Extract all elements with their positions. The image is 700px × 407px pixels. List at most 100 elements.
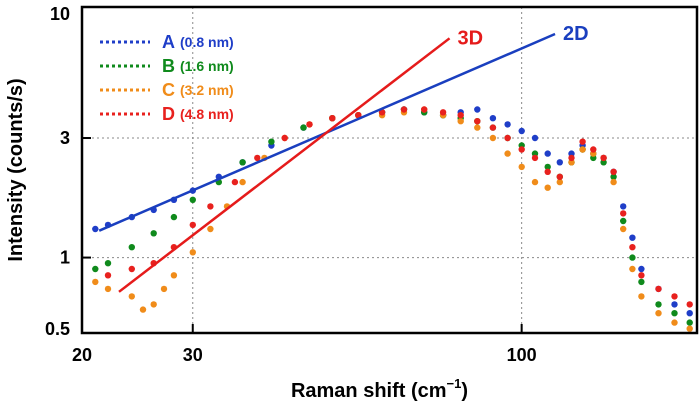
data-point <box>421 106 428 113</box>
data-point <box>655 310 662 317</box>
y-tick-label: 1 <box>60 248 70 268</box>
legend-letter: C <box>162 80 175 100</box>
data-point <box>629 234 636 241</box>
data-point <box>189 249 196 256</box>
data-point <box>629 265 636 273</box>
data-point <box>504 134 511 142</box>
data-point <box>306 121 313 128</box>
data-point <box>474 118 481 125</box>
data-point <box>531 134 539 142</box>
data-point <box>474 124 481 131</box>
legend-size: (3.2 nm) <box>180 82 234 98</box>
data-point <box>590 146 597 153</box>
data-point <box>139 306 147 313</box>
legend-letter: A <box>162 32 175 52</box>
data-point <box>268 138 275 145</box>
legend: A (0.8 nm) B (1.6 nm) C (3.2 nm) D (4.8 nm) <box>100 32 234 124</box>
data-point <box>544 168 551 175</box>
data-point <box>128 265 135 273</box>
data-point <box>686 319 693 326</box>
x-axis-title: Raman shift (cm−1) <box>291 376 468 402</box>
legend-letter: D <box>162 104 175 124</box>
data-point <box>600 154 607 162</box>
data-point <box>518 127 525 135</box>
data-point <box>579 138 586 145</box>
legend-size: (4.8 nm) <box>180 106 234 122</box>
data-point <box>629 254 636 261</box>
fit-line-3d <box>118 37 451 293</box>
data-point <box>400 106 408 113</box>
data-point <box>568 159 575 166</box>
data-point <box>544 163 551 171</box>
data-point <box>239 159 246 166</box>
data-point <box>544 184 551 191</box>
data-point <box>355 112 362 119</box>
data-points <box>92 106 693 332</box>
fit-label-3d: 3D <box>458 27 484 49</box>
data-point <box>620 203 627 210</box>
data-point <box>531 154 539 162</box>
data-point <box>128 293 135 300</box>
legend-letter: B <box>162 56 175 76</box>
data-point <box>457 118 464 125</box>
axis-ticks: 20 30 100 0.5 1 3 10 <box>45 4 537 365</box>
data-point <box>92 225 99 233</box>
grid-lines <box>82 7 697 333</box>
data-point <box>671 319 678 326</box>
data-point <box>610 168 617 175</box>
data-point <box>128 244 135 251</box>
data-point <box>239 178 246 186</box>
data-point <box>92 278 99 286</box>
data-point <box>655 301 662 308</box>
series-c <box>92 106 693 332</box>
data-point <box>610 178 617 186</box>
series-b <box>92 106 693 326</box>
data-point <box>489 134 497 142</box>
data-point <box>189 196 196 203</box>
legend-entry-a: A (0.8 nm) <box>100 32 234 52</box>
y-axis-title: Intensity (counts/s) <box>5 78 27 261</box>
data-point <box>686 310 693 317</box>
data-point <box>518 146 525 153</box>
data-point <box>104 285 112 293</box>
data-point <box>231 178 239 186</box>
data-point <box>439 109 447 116</box>
data-point <box>568 154 575 162</box>
data-point <box>556 159 563 166</box>
data-point <box>638 265 645 273</box>
fit-lines: 2D 3D <box>98 23 589 293</box>
data-point <box>189 221 196 229</box>
data-point <box>531 178 539 186</box>
data-point <box>629 244 636 251</box>
data-point <box>620 225 627 233</box>
data-point <box>556 173 563 180</box>
series-d <box>104 106 693 308</box>
data-point <box>638 278 645 286</box>
data-point <box>474 106 481 113</box>
data-point <box>150 301 157 308</box>
data-point <box>671 310 678 317</box>
y-tick-label: 0.5 <box>45 319 70 339</box>
data-point <box>544 150 551 157</box>
data-point <box>600 159 607 166</box>
x-tick-label: 100 <box>507 345 537 365</box>
data-point <box>254 154 261 162</box>
data-point <box>518 163 525 171</box>
data-point <box>620 217 627 225</box>
data-point <box>207 203 214 210</box>
data-point <box>150 230 157 237</box>
data-point <box>686 325 693 332</box>
data-point <box>671 301 678 308</box>
data-point <box>207 225 214 233</box>
data-point <box>610 173 617 180</box>
data-point <box>638 293 645 300</box>
data-point <box>556 178 563 186</box>
data-point <box>457 112 464 119</box>
data-point <box>489 124 497 131</box>
fit-label-2d: 2D <box>563 23 589 45</box>
data-point <box>170 213 178 221</box>
legend-entry-c: C (3.2 nm) <box>100 80 234 100</box>
legend-entry-b: B (1.6 nm) <box>100 56 234 76</box>
data-point <box>104 260 112 267</box>
